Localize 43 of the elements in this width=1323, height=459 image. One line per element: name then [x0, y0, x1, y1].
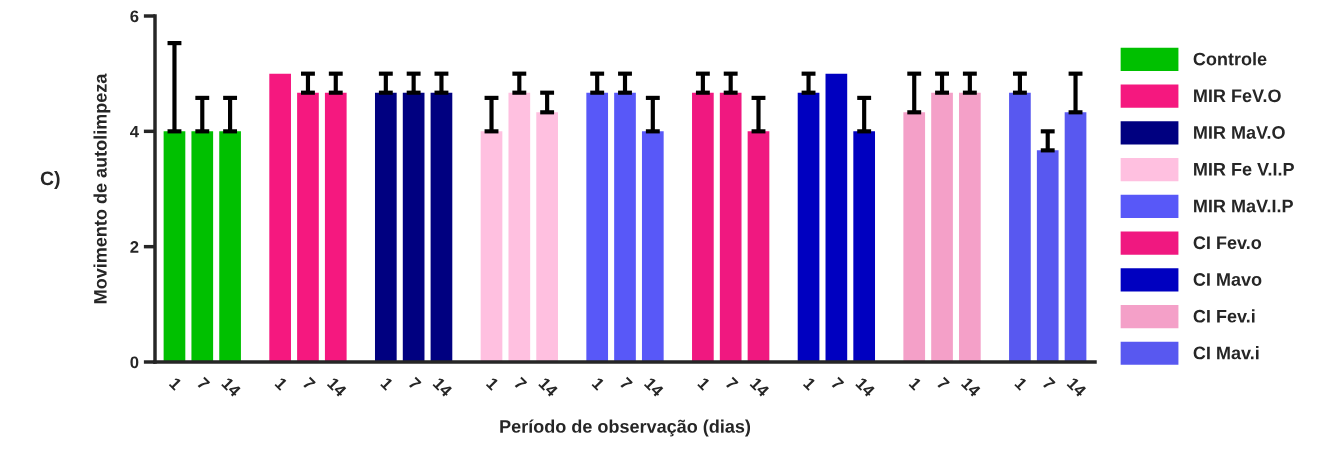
y-tick-label: 4 — [130, 125, 139, 138]
x-tick-label: 7 — [302, 376, 316, 391]
legend-label: CI Fev.o — [1193, 236, 1262, 250]
x-tick-label: 14 — [855, 377, 876, 398]
x-tick-label: 14 — [643, 377, 665, 398]
x-tick-label: 14 — [960, 377, 982, 398]
x-tick-label: 7 — [619, 376, 633, 391]
x-tick-label: 1 — [697, 377, 711, 391]
x-tick-label: 7 — [407, 376, 422, 391]
x-tick-label: 1 — [274, 377, 289, 391]
legend-label: MIR FeV.O — [1194, 89, 1281, 103]
y-tick-label: 0 — [130, 356, 139, 369]
legend-label: MIR MaV.O — [1194, 126, 1285, 139]
text: C) — [40, 170, 60, 190]
x-tick-label: 1 — [1014, 377, 1028, 391]
x-tick-label: 1 — [802, 377, 817, 391]
x-tick-label: 14 — [432, 377, 453, 398]
x-tick-label: 7 — [936, 376, 950, 391]
legend-label: MIR MaV.I.P — [1194, 199, 1293, 213]
x-tick-label: 14 — [221, 377, 242, 398]
x-tick-label: 1 — [908, 377, 923, 391]
x-tick-label: 1 — [591, 377, 606, 391]
y-tick-label: 2 — [130, 241, 139, 253]
x-tick-label: 7 — [724, 376, 739, 391]
legend-label: Controle — [1193, 52, 1267, 66]
legend-label: CI Fev.i — [1193, 309, 1255, 323]
legend-label: CI Mav.i — [1193, 346, 1259, 360]
x-tick-label: 14 — [326, 377, 348, 398]
x-tick-label: 1 — [380, 377, 394, 391]
x-tick-label: 7 — [196, 376, 211, 391]
x-tick-label: 14 — [1066, 377, 1088, 398]
legend-label: CI Mavo — [1193, 273, 1262, 286]
x-tick-label: 14 — [749, 377, 771, 398]
x-tick-label: 1 — [485, 377, 500, 391]
y-axis-title: Movimento de autolimpeza — [93, 73, 111, 304]
x-tick-label: 1 — [168, 377, 183, 391]
x-tick-label: 7 — [1041, 376, 1056, 391]
x-tick-label: 14 — [538, 377, 559, 398]
x-tick-label: 7 — [830, 376, 845, 391]
legend-label: MIR Fe V.I.P — [1194, 163, 1294, 176]
x-axis-title: Período de observação (dias) — [500, 419, 751, 437]
x-tick-label: 7 — [513, 376, 528, 391]
y-tick-label: 6 — [130, 10, 139, 23]
